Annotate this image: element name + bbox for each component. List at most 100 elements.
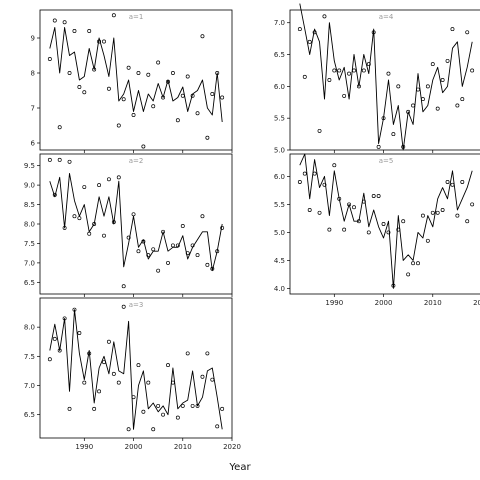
panel-3-point — [97, 389, 102, 394]
panel-3-point — [166, 363, 170, 368]
panel-2-point — [102, 233, 106, 238]
panel-4-point — [337, 68, 342, 73]
panel-1-point — [185, 74, 190, 79]
panel-3-point — [121, 304, 126, 309]
panel-3-point — [151, 427, 156, 432]
panel-5-point — [420, 213, 425, 218]
panel-3-point — [106, 339, 111, 344]
panel-2-point — [47, 157, 52, 162]
panel-5-point — [337, 196, 342, 201]
panel-2-point — [106, 177, 111, 182]
panel-2-point — [136, 249, 141, 254]
panel-4-point — [352, 68, 356, 73]
panel-1-point — [205, 135, 210, 140]
panel-4-point — [381, 116, 386, 121]
panel-5-point — [347, 202, 352, 207]
panel-2-point — [52, 192, 57, 197]
panel-2-ytick-label: 7.5 — [24, 240, 35, 248]
panel-2-point — [161, 229, 166, 234]
panel-2-point — [146, 253, 151, 258]
panel-2-point — [185, 251, 190, 256]
panel-2-point — [215, 249, 220, 254]
panel-3-xtick-label: 2020 — [223, 443, 241, 451]
panel-2-point — [62, 225, 67, 230]
panel-3-point — [111, 371, 116, 376]
panel-3-xtick-label: 1990 — [75, 443, 93, 451]
panel-2-point — [77, 216, 82, 221]
panel-5-point — [455, 213, 460, 218]
panel-5-point — [406, 272, 411, 277]
panel-3-point — [57, 348, 62, 353]
panel-4-point — [307, 39, 312, 44]
panel-5-point — [297, 180, 302, 184]
panel-3-point — [185, 351, 190, 356]
panel-3-ytick-label: 6.5 — [24, 411, 35, 419]
panel-2-point — [111, 220, 116, 225]
panel-2-point — [156, 268, 161, 273]
panel-4-point — [322, 14, 327, 19]
panel-4-point — [356, 84, 361, 89]
panel-5-point — [401, 219, 406, 224]
panel-1-point — [92, 67, 97, 72]
panel-2-point — [190, 243, 195, 248]
panel-2-point — [200, 214, 205, 219]
panel-4-point — [376, 144, 381, 149]
panel-3-point — [136, 363, 141, 368]
panel-2-ytick-label: 8.0 — [24, 221, 35, 229]
panel-5-point — [361, 199, 366, 204]
panel-4-point — [430, 62, 435, 67]
panel-4-point — [342, 93, 347, 98]
panel-3: a=3 6.5 7.0 7.5 8.0 1990 2000 2010 2020 — [24, 297, 241, 451]
panel-5-point — [332, 163, 337, 168]
panel-1-point — [161, 95, 166, 100]
panel-1-point — [215, 71, 220, 75]
panel-2-point — [205, 262, 210, 267]
panel-5-point — [307, 208, 312, 212]
panel-1-point — [180, 93, 185, 98]
panel-2-label: a=2 — [129, 157, 144, 165]
panel-4-point — [317, 128, 322, 133]
panel-5-ytick-label: 5.0 — [274, 229, 285, 237]
panel-3-point — [92, 406, 97, 411]
panel-1-point — [210, 92, 215, 96]
panel-4-point — [425, 84, 430, 89]
panel-1-point — [97, 39, 102, 44]
panel-3-point — [215, 424, 220, 429]
panel-1-point — [220, 95, 225, 100]
panel-5-point — [450, 182, 455, 187]
panel-4-point — [366, 62, 371, 67]
panel-3-point — [190, 403, 195, 408]
panel-4-point — [361, 68, 366, 73]
panel-4-point — [327, 78, 332, 82]
panel-4: a=4 5.0 5.5 6.0 6.5 7.0 — [274, 3, 480, 155]
panel-1-point — [87, 29, 92, 33]
panel-2-point — [180, 223, 185, 228]
panel-5-point — [327, 227, 332, 232]
panel-3-point — [102, 360, 106, 365]
panel-1-point — [126, 65, 131, 70]
panel-2-point — [170, 243, 175, 248]
panel-2-point — [92, 222, 97, 226]
panel-1-point — [151, 104, 156, 109]
panel-4-point — [450, 27, 455, 32]
panel-1-ytick-label: 8 — [31, 70, 35, 78]
panel-1-point — [190, 93, 195, 98]
panel-3-point — [52, 336, 57, 341]
panel-4-label: a=4 — [379, 13, 394, 21]
panel-2-ytick-label: 6.5 — [24, 279, 35, 287]
panel-1-point — [195, 111, 200, 116]
panel-1-frame — [39, 9, 233, 151]
panel-4-point — [332, 68, 337, 73]
panel-1-point — [52, 18, 57, 23]
panel-1-point — [111, 13, 116, 18]
panel-3-series-line — [49, 309, 223, 430]
panel-1-ytick-label: 6 — [31, 140, 36, 148]
panel-2-point — [121, 284, 126, 289]
panel-2-point — [131, 212, 136, 217]
panel-1-point — [57, 125, 62, 130]
panel-1-point — [67, 71, 72, 75]
panel-1-point — [106, 86, 111, 91]
panel-3-xtick-label: 2010 — [174, 443, 192, 451]
panel-2-point — [166, 260, 170, 265]
